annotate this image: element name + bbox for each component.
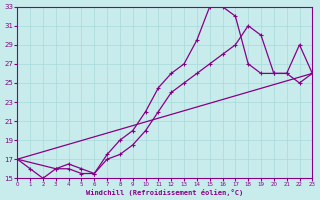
X-axis label: Windchill (Refroidissement éolien,°C): Windchill (Refroidissement éolien,°C): [86, 189, 244, 196]
